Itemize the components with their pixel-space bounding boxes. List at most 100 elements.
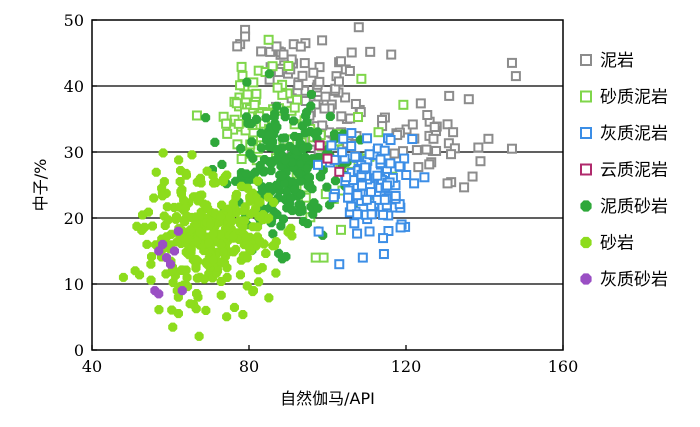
data-point-砂岩	[176, 189, 186, 199]
data-point-泥岩	[308, 67, 319, 78]
data-point-灰质泥岩	[334, 259, 345, 270]
y-axis-label: 中子/%	[31, 159, 50, 212]
data-point-泥岩	[429, 122, 440, 133]
data-point-泥岩	[424, 159, 435, 170]
data-point-灰质泥岩	[350, 151, 361, 162]
data-point-砂质泥岩	[373, 127, 384, 138]
data-point-砂质泥岩	[310, 252, 321, 263]
data-point-砂质泥岩	[263, 34, 274, 45]
data-point-泥质砂岩	[241, 169, 251, 179]
data-point-砂岩	[138, 210, 148, 220]
data-point-砂岩	[180, 203, 190, 213]
data-point-砂岩	[253, 222, 263, 232]
data-point-灰质砂岩	[158, 239, 168, 249]
data-point-泥岩	[510, 71, 521, 82]
data-point-泥岩	[333, 76, 344, 87]
legend-label: 泥岩	[600, 51, 634, 71]
data-point-泥岩	[365, 46, 376, 57]
data-point-泥质砂岩	[300, 152, 310, 162]
data-point-泥岩	[299, 58, 310, 69]
x-tick-label: 160	[548, 357, 579, 376]
data-point-灰质泥岩	[379, 194, 390, 205]
data-point-泥岩	[386, 49, 397, 60]
data-point-灰质泥岩	[313, 226, 324, 237]
data-point-砂岩	[151, 167, 161, 177]
data-point-灰质砂岩	[169, 246, 179, 256]
data-point-灰质泥岩	[352, 228, 363, 239]
data-point-泥岩	[345, 113, 356, 124]
data-point-砂岩	[146, 275, 156, 285]
data-point-泥质砂岩	[277, 171, 288, 181]
data-point-灰质泥岩	[357, 252, 368, 263]
data-point-灰质泥岩	[328, 192, 339, 203]
data-point-砂岩	[173, 308, 183, 319]
data-point-泥岩	[448, 127, 459, 138]
data-point-泥质砂岩	[297, 204, 307, 214]
data-point-灰质泥岩	[378, 209, 389, 220]
data-point-砂岩	[202, 166, 212, 176]
data-point-泥质砂岩	[261, 113, 271, 123]
data-point-砂岩	[137, 225, 147, 235]
data-point-泥质砂岩	[286, 193, 296, 203]
data-point-泥岩	[413, 162, 424, 173]
data-point-砂质泥岩	[318, 252, 329, 263]
data-point-泥质砂岩	[325, 111, 335, 121]
data-point-泥质砂岩	[288, 116, 299, 126]
data-point-灰质泥岩	[341, 172, 352, 183]
data-point-灰质泥岩	[383, 226, 394, 237]
data-point-泥岩	[446, 149, 457, 160]
data-point-泥质砂岩	[272, 145, 282, 155]
data-point-砂岩	[195, 173, 205, 183]
data-point-灰质砂岩	[154, 289, 164, 299]
data-point-灰质泥岩	[395, 222, 406, 233]
data-point-砂质泥岩	[221, 118, 232, 129]
data-point-泥质砂岩	[272, 122, 282, 132]
data-point-灰质砂岩	[173, 226, 183, 236]
y-tick-label: 20	[64, 209, 84, 228]
data-point-泥岩	[297, 70, 308, 81]
data-point-泥质砂岩	[266, 166, 276, 176]
data-point-砂岩	[157, 183, 167, 193]
data-point-泥岩	[506, 143, 517, 154]
legend-label: 泥质砂岩	[600, 197, 668, 217]
data-point-云质泥岩	[334, 166, 345, 177]
data-point-灰质泥岩	[407, 134, 418, 145]
data-point-泥岩	[256, 46, 267, 57]
data-point-泥岩	[483, 133, 494, 144]
data-point-泥质砂岩	[251, 114, 262, 124]
data-point-砂岩	[244, 242, 254, 252]
data-point-砂岩	[211, 178, 221, 188]
data-point-砂岩	[191, 255, 201, 265]
data-point-泥岩	[463, 94, 474, 105]
data-point-砂岩	[180, 217, 190, 227]
data-point-泥质砂岩	[302, 219, 313, 229]
legend-marker	[580, 200, 592, 212]
data-point-砂岩	[193, 292, 203, 302]
data-point-泥质砂岩	[280, 112, 290, 122]
data-point-泥质砂岩	[281, 252, 291, 262]
data-point-灰质泥岩	[390, 190, 401, 201]
data-point-泥质砂岩	[289, 184, 300, 194]
data-point-灰质泥岩	[419, 172, 430, 183]
data-point-砂质泥岩	[233, 118, 244, 129]
data-point-泥岩	[467, 171, 478, 182]
data-point-砂岩	[171, 214, 181, 224]
data-point-砂岩	[216, 257, 226, 267]
data-point-砂岩	[216, 239, 226, 249]
data-point-泥质砂岩	[302, 117, 312, 127]
data-point-泥质砂岩	[306, 89, 317, 99]
data-point-泥岩	[473, 142, 484, 153]
data-point-砂岩	[182, 272, 192, 283]
data-point-砂岩	[201, 305, 211, 316]
data-point-灰质泥岩	[366, 209, 377, 220]
data-point-砂岩	[261, 248, 271, 258]
data-point-砂岩	[205, 219, 215, 229]
data-point-泥岩	[353, 22, 364, 33]
data-point-泥岩	[314, 76, 325, 87]
data-point-灰质泥岩	[361, 194, 372, 205]
legend-marker	[580, 273, 592, 285]
legend-marker	[580, 163, 592, 176]
data-point-砂岩	[167, 305, 177, 315]
data-point-泥岩	[317, 35, 328, 46]
